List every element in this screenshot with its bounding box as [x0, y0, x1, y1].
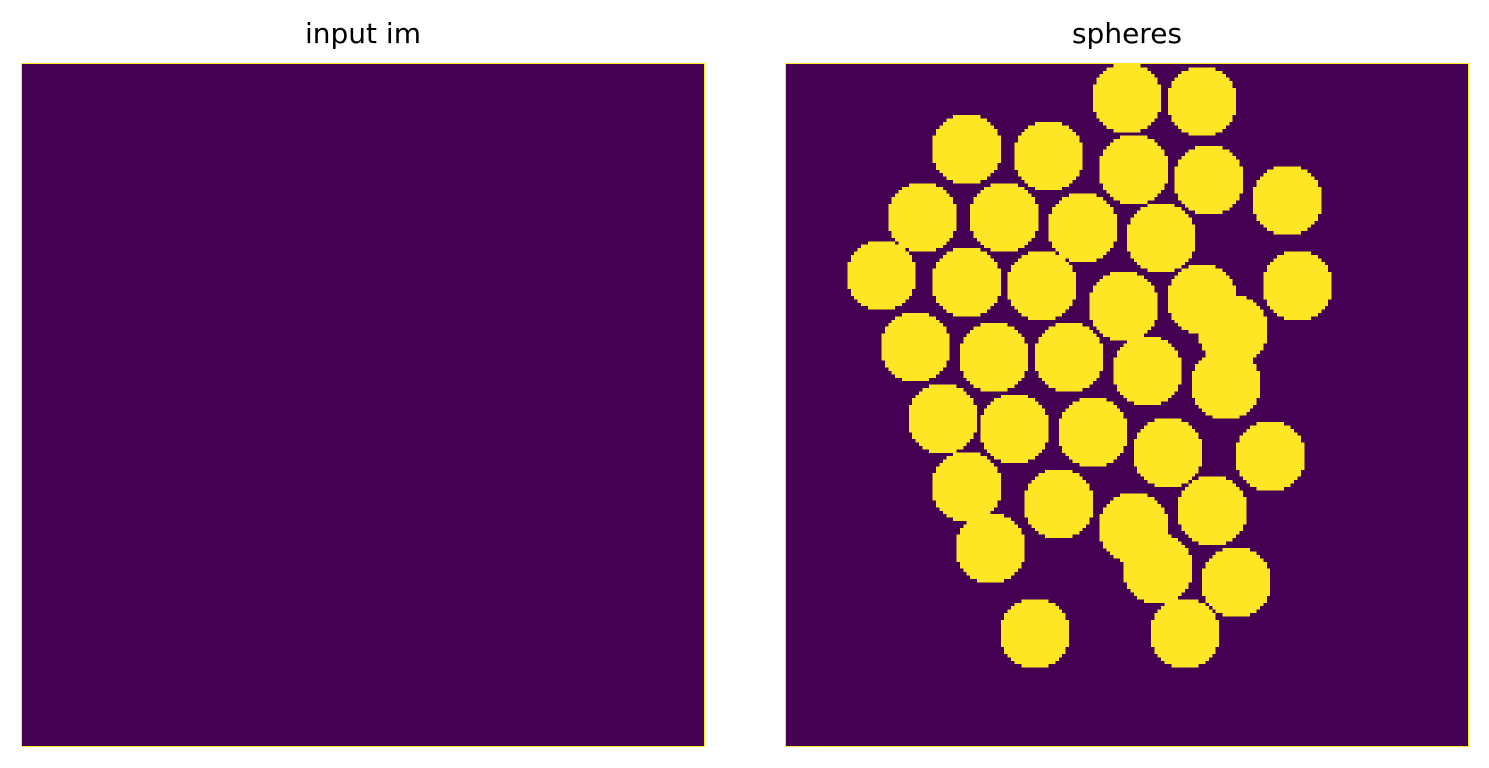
sphere-29	[932, 452, 1001, 521]
sphere-4	[1014, 121, 1083, 191]
sphere-9	[1048, 193, 1117, 262]
sphere-layer	[847, 64, 1332, 668]
sphere-34	[1123, 534, 1192, 603]
sphere-7	[888, 183, 957, 252]
sphere-37	[1150, 599, 1220, 668]
sphere-25	[980, 394, 1049, 464]
sphere-27	[1133, 418, 1203, 487]
sphere-22	[1113, 336, 1182, 406]
sphere-1	[1092, 64, 1162, 133]
sphere-32	[1178, 476, 1247, 545]
sphere-13	[932, 248, 1001, 317]
sphere-10	[1127, 203, 1196, 273]
sphere-24	[908, 384, 977, 453]
sphere-18	[1263, 251, 1332, 320]
sphere-31	[1099, 493, 1168, 562]
input-im-image	[22, 64, 704, 746]
sphere-5	[1099, 135, 1168, 204]
sphere-23	[1191, 350, 1260, 419]
spheres-image	[786, 64, 1468, 746]
sphere-12	[847, 241, 916, 310]
sphere-6	[1174, 145, 1243, 215]
sphere-11	[1253, 166, 1322, 235]
sphere-14	[1007, 251, 1076, 320]
sphere-30	[1024, 469, 1093, 539]
sphere-33	[956, 514, 1025, 583]
sphere-28	[1236, 422, 1305, 491]
sphere-19	[881, 312, 950, 382]
panel-title-input-im: input im	[305, 17, 421, 50]
input-im-panel	[21, 63, 705, 747]
panel-title-spheres: spheres	[1071, 17, 1183, 50]
sphere-26	[1058, 398, 1127, 467]
sphere-2	[1167, 67, 1237, 136]
sphere-36	[1000, 599, 1070, 668]
sphere-20	[959, 323, 1029, 392]
sphere-15	[1089, 272, 1158, 341]
sphere-3	[932, 115, 1001, 184]
sphere-35	[1202, 548, 1271, 617]
sphere-8	[970, 183, 1039, 252]
input-im-background	[22, 64, 704, 746]
spheres-panel	[785, 63, 1469, 747]
sphere-21	[1034, 323, 1104, 392]
